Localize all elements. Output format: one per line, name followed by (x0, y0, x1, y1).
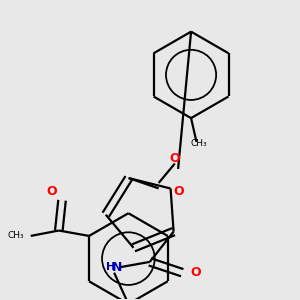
Text: O: O (169, 152, 180, 165)
Text: CH₃: CH₃ (190, 140, 207, 148)
Text: CH₃: CH₃ (7, 231, 24, 240)
Text: N: N (112, 261, 123, 274)
Text: O: O (174, 185, 184, 198)
Text: O: O (46, 185, 57, 198)
Text: H: H (106, 262, 116, 272)
Text: O: O (190, 266, 200, 279)
